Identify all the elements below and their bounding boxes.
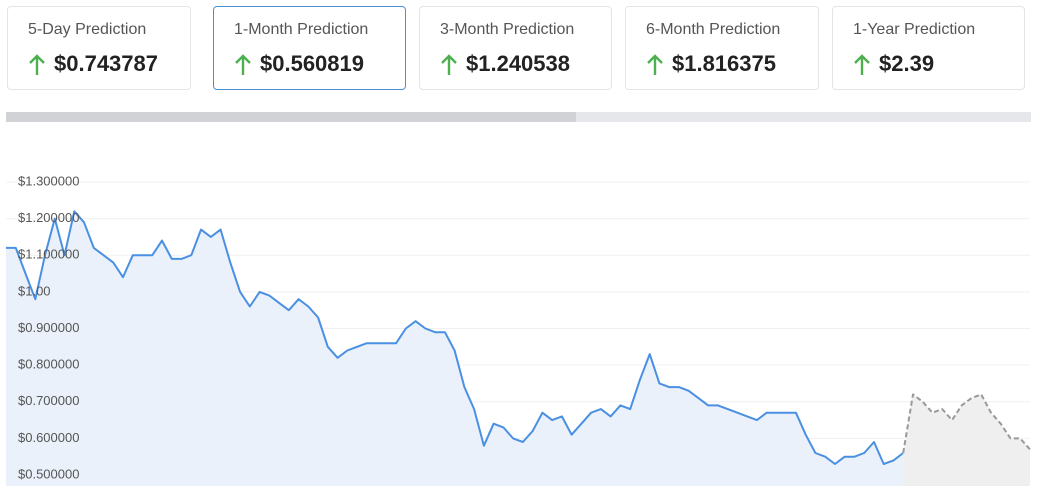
card-value: $1.816375 — [672, 51, 776, 76]
line — [6, 210, 904, 465]
scrollbar-thumb — [6, 112, 576, 122]
card-label: 3-Month Prediction — [440, 21, 575, 38]
y-tick-label: $1.100000 — [18, 247, 79, 262]
scrollbar-track — [6, 112, 1031, 122]
up-arrow — [235, 54, 251, 75]
card-value: $0.560819 — [260, 51, 364, 76]
y-tick-label: $0.600000 — [18, 430, 79, 445]
card-label: 1-Year Prediction — [853, 21, 976, 38]
card-value: $0.743787 — [54, 51, 158, 76]
card-value: $2.39 — [879, 51, 935, 76]
y-tick-label: $0.700000 — [18, 393, 79, 408]
card-label: 1-Month Prediction — [234, 21, 369, 38]
area — [6, 211, 904, 487]
prediction-card[interactable]: 6-Month Prediction $1.816375 — [625, 6, 819, 90]
prediction-card[interactable]: 5-Day Prediction $0.743787 — [7, 6, 191, 90]
card-label: 5-Day Prediction — [28, 21, 147, 38]
card-label: 6-Month Prediction — [646, 21, 781, 38]
y-tick-label: $1.300000 — [18, 173, 79, 188]
y-tick-label: $1.00 — [18, 283, 51, 298]
line — [902, 393, 1031, 454]
y-tick-label: $0.800000 — [18, 357, 79, 372]
y-tick-label: $0.900000 — [18, 320, 79, 335]
area — [903, 394, 1030, 486]
up-arrow — [854, 54, 870, 75]
prediction-card[interactable]: 1-Month Prediction $0.560819 — [213, 6, 406, 90]
y-tick-label: $0.500000 — [18, 466, 79, 481]
up-arrow — [441, 54, 457, 75]
prediction-card[interactable]: 1-Year Prediction $2.39 — [832, 6, 1025, 90]
up-arrow — [647, 54, 663, 75]
up-arrow — [29, 54, 45, 75]
prediction-card[interactable]: 3-Month Prediction $1.240538 — [419, 6, 612, 90]
card-value: $1.240538 — [466, 51, 570, 76]
y-tick-label: $1.200000 — [18, 210, 79, 225]
